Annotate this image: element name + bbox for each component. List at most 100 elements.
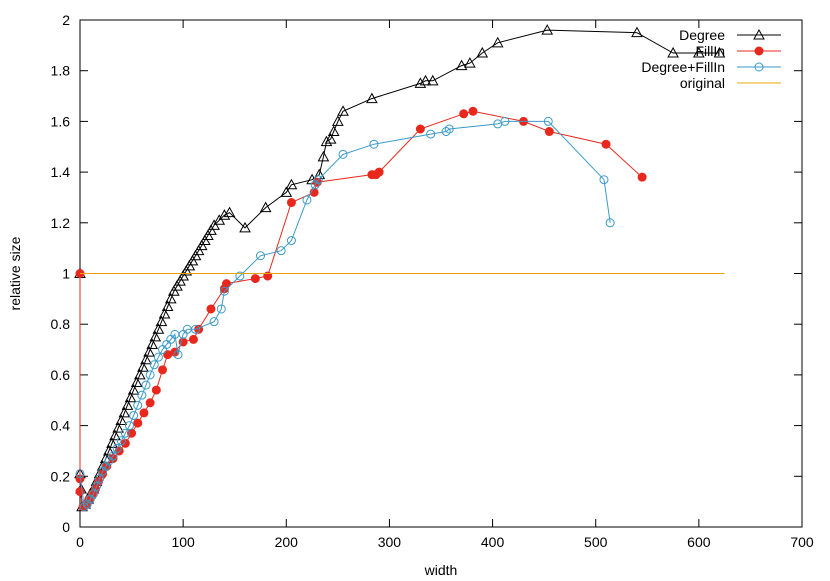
data-point-degree xyxy=(476,46,489,58)
legend-label-fillin: FillIn xyxy=(695,43,725,59)
data-point-degree xyxy=(320,135,333,147)
data-point-degree xyxy=(161,300,174,311)
data-point-degree-fillin xyxy=(219,286,229,296)
data-point-degree xyxy=(121,399,134,410)
data-point-fillin xyxy=(544,127,554,137)
data-point-degree xyxy=(189,249,202,261)
data-point-degree xyxy=(414,77,427,88)
data-point-fillin xyxy=(139,408,149,418)
data-point-degree-fillin xyxy=(137,390,147,400)
data-point-degree xyxy=(280,186,293,197)
data-point-degree xyxy=(130,376,143,388)
data-point-degree-fillin xyxy=(82,499,92,509)
legend-marker-degree xyxy=(753,28,765,40)
data-point-degree xyxy=(146,338,159,349)
data-point-degree xyxy=(337,105,349,116)
data-point-degree xyxy=(124,391,137,403)
data-point-degree-fillin xyxy=(129,410,139,420)
data-point-degree xyxy=(223,206,236,218)
data-point-fillin xyxy=(250,274,260,284)
series-fillin xyxy=(75,106,647,512)
data-point-degree xyxy=(317,150,330,162)
data-point-degree-fillin xyxy=(112,443,122,453)
data-point-degree xyxy=(118,406,131,418)
y-tick-label: 0.6 xyxy=(51,367,71,383)
data-point-degree xyxy=(285,178,298,190)
data-point-degree xyxy=(186,254,199,266)
data-point-degree xyxy=(168,285,180,296)
data-point-degree xyxy=(693,46,705,58)
data-point-degree xyxy=(115,414,128,426)
x-tick-label: 600 xyxy=(687,534,711,550)
data-point-degree xyxy=(259,201,272,213)
data-point-degree xyxy=(631,26,643,38)
data-point-degree-fillin xyxy=(153,352,163,362)
data-point-fillin xyxy=(415,124,425,134)
data-point-degree-fillin xyxy=(216,304,226,314)
x-tick-label: 500 xyxy=(584,534,608,550)
data-point-fillin xyxy=(206,304,216,314)
data-point-fillin xyxy=(459,109,469,119)
data-point-degree xyxy=(112,422,125,433)
data-point-degree xyxy=(158,308,171,319)
data-point-degree-fillin xyxy=(108,451,118,461)
x-tick-label: 0 xyxy=(76,534,84,550)
data-point-degree xyxy=(198,234,211,246)
data-point-degree-fillin xyxy=(276,246,286,256)
data-point-degree xyxy=(155,315,168,327)
data-point-degree xyxy=(164,292,177,304)
series-layer xyxy=(74,24,726,512)
data-point-degree xyxy=(324,133,337,144)
data-point-fillin xyxy=(188,334,198,344)
data-point-degree-fillin xyxy=(302,195,312,205)
data-point-degree-fillin xyxy=(92,481,102,491)
x-tick-label: 200 xyxy=(275,534,299,550)
axis-ticks: 0 100 200 300 400 500 600 700 0 0.2 0.4 0.6 0.8 1 1.2 1… xyxy=(51,12,814,550)
x-tick-label: 700 xyxy=(790,534,814,550)
data-point-degree-fillin xyxy=(133,400,143,410)
y-tick-label: 1.8 xyxy=(51,63,71,79)
data-point-degree xyxy=(491,36,504,48)
data-point-fillin xyxy=(637,172,647,182)
data-point-degree xyxy=(109,429,121,441)
x-tick-label: 300 xyxy=(378,534,402,550)
data-point-degree-fillin xyxy=(125,421,135,431)
data-point-degree-fillin xyxy=(149,360,159,370)
data-point-degree xyxy=(127,384,140,395)
data-point-degree-fillin xyxy=(120,428,130,438)
data-point-degree xyxy=(205,224,217,235)
data-point-degree xyxy=(366,92,378,104)
legend-marker-degree-fillin xyxy=(754,62,764,72)
y-tick-label: 1 xyxy=(62,266,70,282)
x-tick-label: 100 xyxy=(171,534,195,550)
y-tick-label: 1.4 xyxy=(51,164,71,180)
data-point-degree-fillin xyxy=(543,116,553,126)
data-point-degree xyxy=(174,275,186,286)
data-point-degree xyxy=(218,209,231,220)
data-point-degree xyxy=(327,125,340,137)
data-point-degree xyxy=(208,219,220,230)
data-point-degree xyxy=(239,221,251,233)
data-point-degree xyxy=(455,59,468,71)
data-point-degree xyxy=(195,239,208,251)
data-point-degree-fillin xyxy=(95,474,105,484)
data-point-degree-fillin xyxy=(79,502,89,512)
data-point-degree xyxy=(419,74,432,86)
data-point-degree xyxy=(177,270,189,281)
legend-marker-fillin xyxy=(754,46,764,56)
data-point-degree-fillin xyxy=(173,350,183,360)
data-point-degree xyxy=(713,46,726,58)
data-point-degree-fillin xyxy=(500,116,510,126)
data-point-degree xyxy=(541,24,554,35)
legend-label-original: original xyxy=(680,75,725,91)
y-tick-label: 0.2 xyxy=(51,468,71,484)
data-point-degree-fillin xyxy=(444,124,454,134)
data-point-degree xyxy=(426,74,439,86)
data-point-degree-fillin xyxy=(426,129,436,139)
y-tick-label: 2 xyxy=(62,12,70,28)
x-tick-label: 400 xyxy=(481,534,505,550)
data-point-fillin xyxy=(601,139,611,149)
data-point-degree xyxy=(667,46,679,58)
data-point-degree-fillin xyxy=(235,271,245,281)
